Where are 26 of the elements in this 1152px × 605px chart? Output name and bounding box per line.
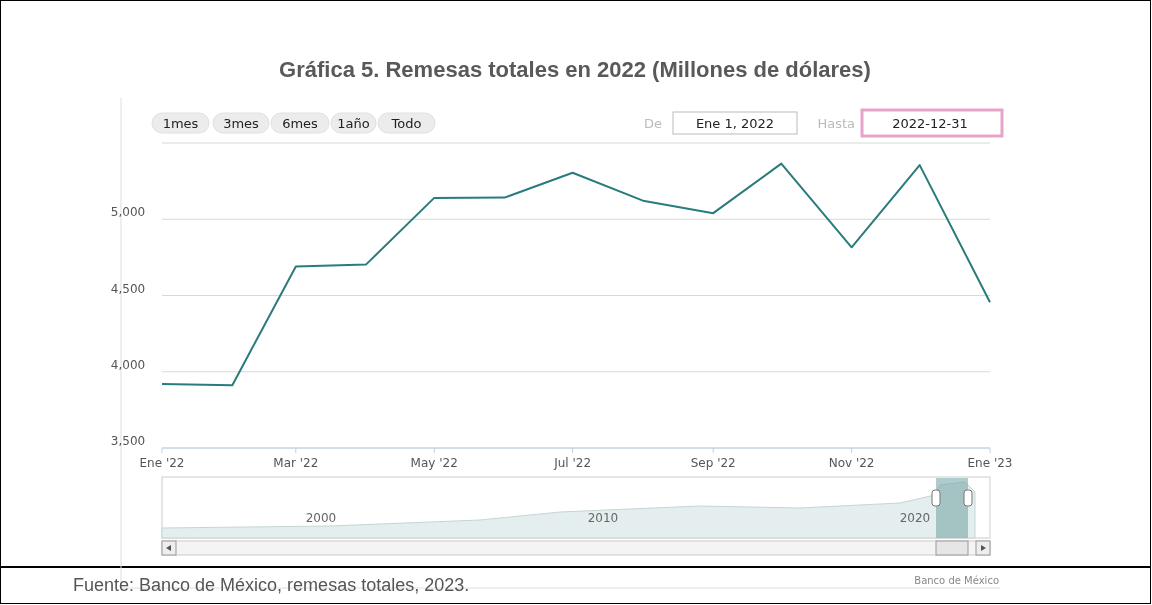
x-tick-label: May '22 xyxy=(410,456,458,470)
x-tick-label: Sep '22 xyxy=(690,456,736,470)
range-button: Todo xyxy=(377,112,436,134)
text: Banco de México xyxy=(914,575,999,586)
date-field: 2022-12-31 xyxy=(860,108,1004,138)
x-tick-label: Jul '22 xyxy=(553,456,592,470)
x-tick-label: Ene '22 xyxy=(139,456,185,470)
text: 2020 xyxy=(899,511,931,525)
range-button: 1mes xyxy=(151,112,210,134)
text: 2000 xyxy=(305,511,337,525)
range-button: 3mes xyxy=(212,112,270,134)
y-tick-label: 4,000 xyxy=(110,357,146,372)
x-tick-label: Mar '22 xyxy=(273,456,319,470)
y-tick-label: 5,000 xyxy=(110,205,146,220)
text: De xyxy=(643,116,662,131)
x-tick-label: Nov '22 xyxy=(828,456,875,470)
text: Hasta xyxy=(817,116,855,131)
range-button: 6mes xyxy=(270,112,330,134)
date-field: Ene 1, 2022 xyxy=(672,111,798,135)
text: 2010 xyxy=(587,511,619,525)
y-tick-label: 4,500 xyxy=(110,281,146,296)
x-tick-label: Ene '23 xyxy=(967,456,1013,470)
y-tick-label: 3,500 xyxy=(110,434,146,448)
chart-title: Gráfica 5. Remesas totales en 2022 (Millones de dólares) xyxy=(279,57,871,82)
source-note: Fuente: Banco de México, remesas totales, 2023. xyxy=(73,575,470,595)
range-button: 1año xyxy=(330,112,377,134)
